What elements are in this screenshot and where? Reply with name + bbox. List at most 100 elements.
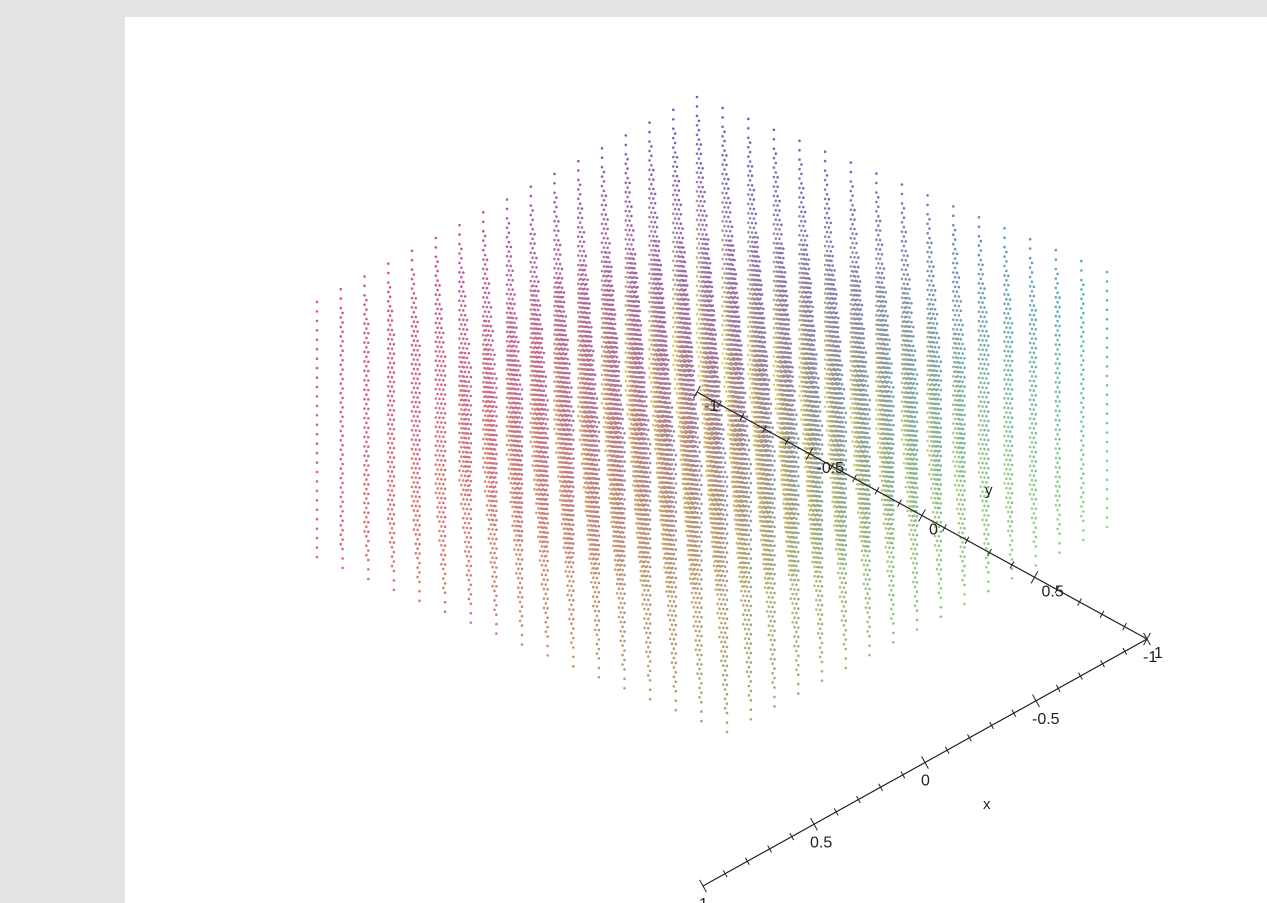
data-point (776, 412, 779, 415)
data-point (827, 452, 831, 456)
data-point (628, 219, 631, 222)
data-point (680, 283, 686, 287)
data-point (826, 263, 831, 267)
data-point (1007, 472, 1010, 476)
data-point (849, 255, 853, 259)
data-point (952, 450, 955, 454)
data-point (650, 362, 653, 365)
data-point (580, 405, 584, 409)
data-point (1032, 304, 1036, 307)
data-point (315, 461, 319, 464)
data-point (723, 158, 726, 162)
data-point (483, 423, 487, 427)
data-point (907, 419, 912, 423)
data-point (650, 182, 653, 186)
data-point (440, 402, 443, 405)
data-point (979, 305, 983, 309)
data-point (780, 233, 783, 236)
data-point (579, 310, 585, 315)
data-point (553, 267, 556, 270)
data-point (695, 142, 699, 146)
data-point (650, 164, 653, 167)
data-point (628, 181, 631, 185)
data-point (458, 233, 461, 236)
data-point (805, 243, 809, 247)
data-point (672, 259, 675, 263)
data-point (1028, 256, 1032, 260)
data-point (438, 444, 441, 448)
data-point (365, 440, 368, 444)
data-point (533, 440, 536, 444)
data-point (832, 505, 837, 508)
data-point (854, 440, 859, 444)
data-point (747, 164, 750, 168)
data-point (880, 243, 884, 247)
data-point (388, 418, 392, 421)
data-point (505, 226, 509, 230)
data-point (410, 372, 414, 375)
data-point (633, 507, 637, 511)
data-point (677, 387, 681, 391)
scatter-3d-plot[interactable]: -1-0.500.51 -1-0.500.51 y x (125, 17, 1267, 903)
data-point (783, 407, 791, 412)
data-point (553, 229, 556, 232)
data-point (463, 370, 467, 374)
data-point (849, 236, 853, 240)
data-point (750, 212, 754, 215)
data-point (600, 383, 604, 386)
data-point (650, 324, 653, 328)
data-point (672, 344, 675, 348)
data-point (957, 465, 961, 468)
data-point (860, 539, 864, 543)
data-point (851, 241, 854, 245)
data-point (652, 178, 655, 181)
data-point (849, 359, 853, 363)
data-point (558, 489, 562, 493)
data-point (699, 360, 703, 364)
data-point (684, 429, 692, 435)
data-point (577, 339, 580, 342)
data-point (905, 310, 910, 314)
data-point (1005, 250, 1008, 254)
data-point (656, 433, 665, 437)
data-point (732, 366, 740, 371)
data-point (705, 436, 712, 440)
data-point (341, 510, 344, 513)
data-point (1082, 472, 1085, 476)
data-point (624, 238, 628, 241)
data-point (1080, 363, 1083, 367)
data-point (365, 402, 368, 406)
data-point (903, 306, 908, 310)
data-point (908, 443, 914, 447)
data-point (1005, 430, 1008, 433)
data-point (952, 431, 955, 435)
data-point (583, 282, 588, 286)
data-point (1105, 346, 1109, 349)
data-point (981, 424, 984, 427)
data-point (438, 406, 441, 410)
data-point (803, 210, 807, 214)
data-point (734, 272, 738, 276)
data-point (831, 245, 834, 248)
data-point (487, 480, 491, 484)
data-point (933, 534, 937, 538)
data-point (580, 452, 584, 456)
data-point (533, 350, 539, 354)
data-point (535, 256, 538, 260)
data-point (926, 307, 929, 311)
data-point (1007, 340, 1010, 344)
data-point (685, 364, 692, 368)
data-point (482, 296, 485, 299)
data-point (1080, 325, 1083, 329)
data-point (652, 423, 655, 427)
data-point (981, 386, 984, 389)
data-point (907, 344, 912, 348)
data-point (555, 205, 558, 209)
data-point (697, 336, 701, 340)
data-point (831, 481, 834, 485)
data-point (363, 331, 366, 335)
data-point (909, 386, 914, 390)
data-point (675, 288, 679, 291)
data-point (440, 496, 443, 500)
data-point (933, 289, 937, 292)
